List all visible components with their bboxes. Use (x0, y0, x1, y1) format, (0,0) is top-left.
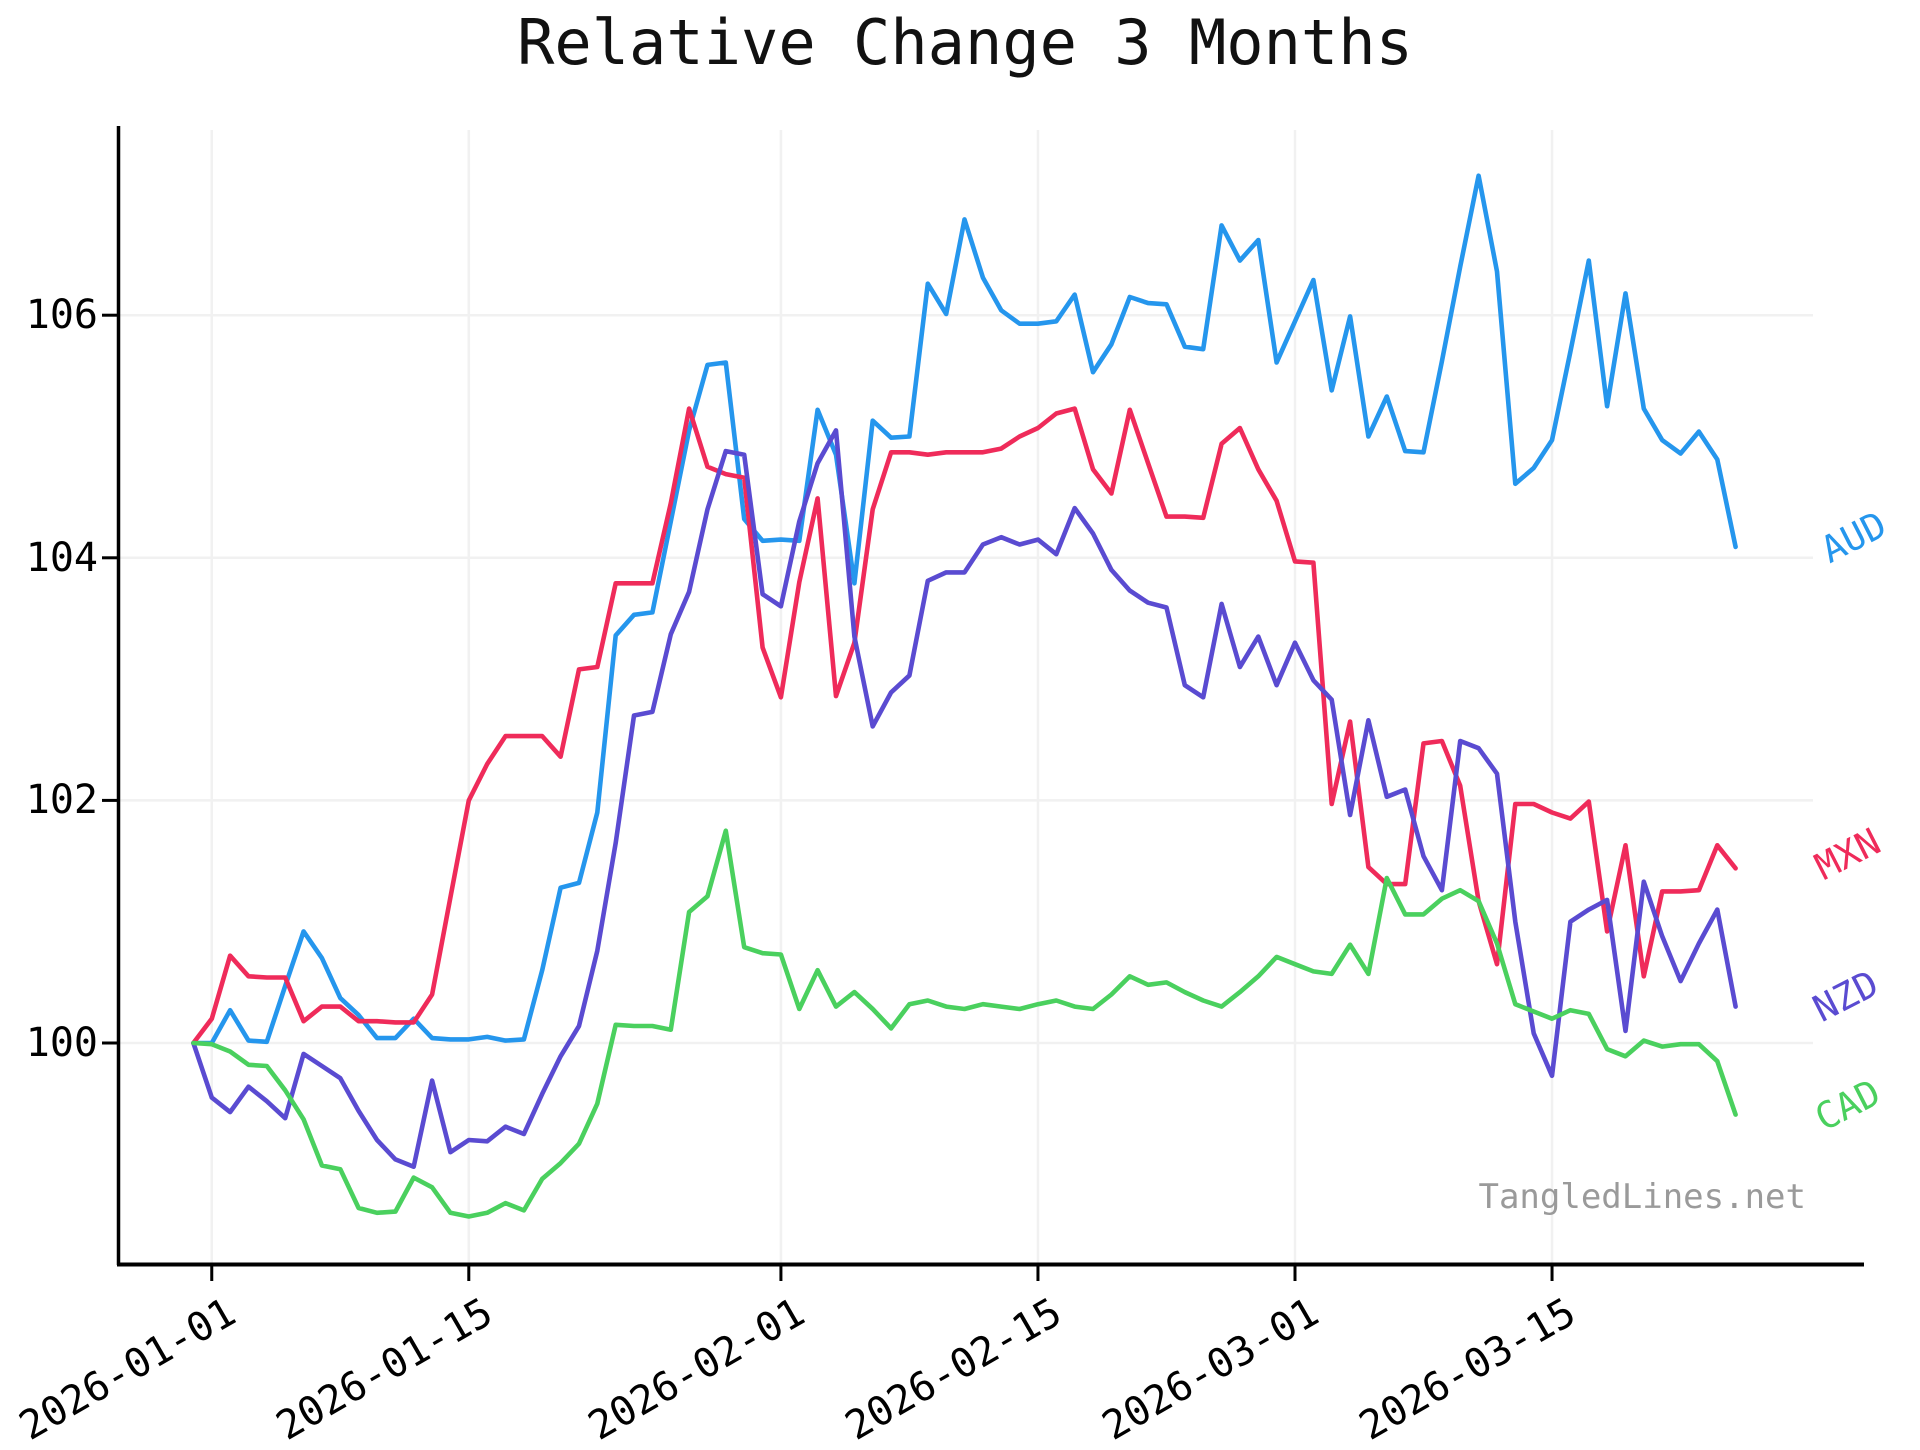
chart-title: Relative Change 3 Months (517, 6, 1413, 79)
watermark: TangledLines.net (1478, 1177, 1806, 1217)
series-line-cad (191, 828, 1738, 1219)
series-line-nzd (191, 428, 1738, 1169)
y-tick-label: 104 (25, 534, 98, 581)
y-tick-label: 102 (25, 777, 98, 824)
series-line-aud (191, 173, 1738, 1046)
y-tick-label: 106 (25, 292, 98, 339)
series-line-mxn (191, 406, 1738, 1046)
y-tick-label: 100 (25, 1020, 98, 1066)
